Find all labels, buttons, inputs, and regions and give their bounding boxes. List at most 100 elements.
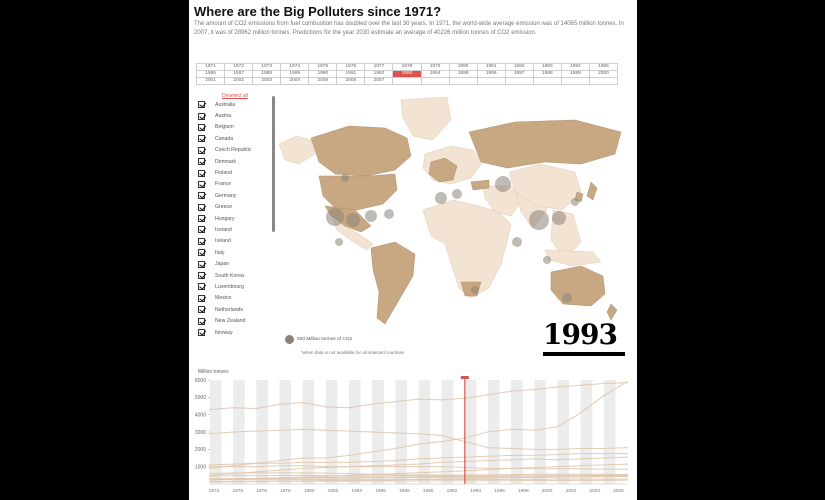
country-item[interactable]: Canada — [198, 133, 268, 144]
year-cell[interactable]: 1987 — [224, 70, 254, 78]
country-checkbox[interactable] — [198, 203, 205, 211]
year-cell[interactable]: 1992 — [364, 70, 394, 78]
country-checkbox[interactable] — [198, 294, 205, 302]
deselect-all-link[interactable]: Deselect all — [222, 93, 248, 99]
year-cell[interactable]: 1999 — [560, 70, 590, 78]
country-label: Denmark — [215, 158, 237, 165]
year-cell[interactable]: 1973 — [252, 63, 282, 71]
country-item[interactable]: Mexico — [198, 293, 268, 304]
series-point — [510, 473, 513, 476]
year-cell[interactable]: 2000 — [588, 70, 619, 78]
year-cell[interactable]: 1971 — [195, 63, 226, 71]
series-point — [417, 432, 420, 435]
country-checkbox[interactable] — [198, 260, 205, 268]
year-band — [441, 380, 454, 484]
country-checkbox[interactable] — [198, 215, 205, 223]
country-item[interactable]: New Zealand — [198, 315, 268, 326]
country-checkbox[interactable] — [198, 180, 205, 188]
series-point — [278, 469, 281, 472]
year-cell[interactable]: 1993 — [392, 70, 422, 78]
country-checkbox[interactable] — [198, 329, 205, 336]
year-cell[interactable]: 2006 — [336, 77, 366, 85]
country-checkbox[interactable] — [198, 283, 205, 291]
country-checkbox[interactable] — [198, 158, 205, 166]
year-cell[interactable]: 1998 — [532, 70, 562, 78]
country-item[interactable]: France — [198, 179, 268, 190]
year-cell[interactable]: 1986 — [195, 70, 226, 78]
series-point — [440, 457, 443, 459]
country-item[interactable]: Germany — [198, 190, 268, 201]
country-checkbox[interactable] — [198, 306, 205, 314]
year-cell[interactable]: 1989 — [280, 70, 310, 78]
country-item[interactable]: Belgium — [198, 122, 268, 133]
year-cell[interactable]: 1984 — [560, 63, 590, 71]
country-label: Canada — [215, 135, 234, 142]
series-point — [348, 465, 350, 468]
country-checkbox[interactable] — [198, 272, 205, 280]
year-cell[interactable]: 1976 — [336, 63, 366, 71]
country-item[interactable]: South Korea — [198, 270, 268, 281]
series-point — [209, 475, 211, 478]
country-item[interactable]: Greece — [198, 202, 268, 213]
land-middle-east — [482, 185, 522, 217]
country-checkbox[interactable] — [198, 123, 205, 131]
country-item[interactable]: Japan — [198, 258, 268, 269]
series-point — [301, 401, 304, 404]
country-item[interactable]: Czech Republic — [198, 145, 268, 156]
year-cell[interactable]: 1977 — [364, 63, 394, 71]
series-point — [348, 477, 350, 480]
country-item[interactable]: Italy — [198, 247, 268, 258]
country-checkbox[interactable] — [198, 226, 205, 234]
country-item[interactable]: Finland — [198, 167, 268, 178]
year-cell[interactable]: 2007 — [364, 77, 394, 85]
year-cell[interactable]: 1979 — [420, 63, 450, 71]
bubble-australia — [562, 293, 572, 303]
year-cell[interactable]: 2002 — [224, 77, 254, 85]
bubble-south-africa — [471, 286, 479, 294]
country-item[interactable]: Luxembourg — [198, 281, 268, 292]
year-cell[interactable]: 1981 — [476, 63, 506, 71]
year-cell[interactable]: 1974 — [280, 63, 310, 71]
year-cell[interactable]: 2004 — [280, 77, 310, 85]
country-item[interactable]: Ireland — [198, 236, 268, 247]
country-item[interactable]: Austria — [198, 110, 268, 121]
year-cell[interactable]: 1972 — [224, 63, 254, 71]
year-cell[interactable]: 1990 — [308, 70, 338, 78]
year-cell[interactable]: 1983 — [532, 63, 562, 71]
year-cell[interactable]: 2005 — [308, 77, 338, 85]
country-checkbox[interactable] — [198, 112, 205, 120]
country-item[interactable]: Hungary — [198, 213, 268, 224]
year-cell[interactable]: 1996 — [476, 70, 506, 78]
year-cell[interactable]: 1988 — [252, 70, 282, 78]
country-checkbox[interactable] — [198, 237, 205, 245]
country-checkbox[interactable] — [198, 249, 205, 257]
year-cell[interactable]: 1978 — [392, 63, 422, 71]
series-point — [510, 447, 513, 450]
series-point — [324, 461, 327, 464]
series-point — [394, 480, 397, 482]
year-cell[interactable]: 1994 — [420, 70, 450, 78]
series-point — [579, 475, 582, 478]
year-cell[interactable]: 1980 — [448, 63, 478, 71]
country-item[interactable]: Denmark — [198, 156, 268, 167]
country-item[interactable]: Norway — [198, 327, 268, 338]
year-cell[interactable]: 1997 — [504, 70, 534, 78]
country-checkbox[interactable] — [198, 169, 205, 177]
bubble-mexico — [335, 238, 343, 246]
year-cell[interactable]: 1991 — [336, 70, 366, 78]
country-item[interactable]: Iceland — [198, 224, 268, 235]
country-checkbox[interactable] — [198, 192, 205, 200]
year-cell[interactable]: 2003 — [252, 77, 282, 85]
year-cell[interactable]: 1982 — [504, 63, 534, 71]
country-list-scrollbar[interactable] — [272, 96, 275, 232]
country-item[interactable]: Australia — [198, 99, 268, 110]
country-checkbox[interactable] — [198, 146, 205, 154]
year-cell[interactable]: 1995 — [448, 70, 478, 78]
country-checkbox[interactable] — [198, 317, 205, 325]
country-checkbox[interactable] — [198, 101, 205, 109]
country-item[interactable]: Netherlands — [198, 304, 268, 315]
country-checkbox[interactable] — [198, 135, 205, 143]
year-cell[interactable]: 1985 — [588, 63, 619, 71]
year-cell[interactable]: 1975 — [308, 63, 338, 71]
year-cell[interactable]: 2001 — [195, 77, 226, 85]
